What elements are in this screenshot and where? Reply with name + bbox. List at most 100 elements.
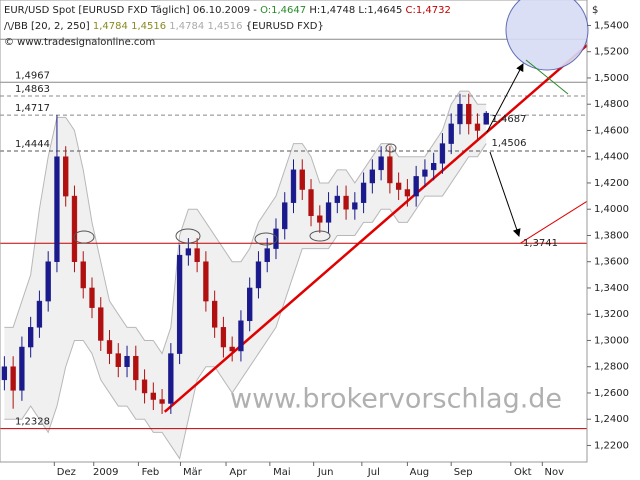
highlight-circle: [505, 0, 589, 71]
watermark: www.brokervorschlag.de: [230, 384, 562, 415]
level-label: 1,4863: [15, 84, 50, 95]
candle-body: [474, 123, 481, 131]
trendline: [520, 200, 588, 244]
y-tick-label: 1,2400: [594, 414, 629, 425]
x-tick-label: Apr: [229, 467, 247, 478]
y-tick-label: 1,5200: [594, 47, 629, 58]
candle-body: [360, 182, 367, 203]
candle-body: [483, 112, 489, 125]
plot-area: 1,4967 1,4863 1,4717 1,4444 1,2328 1,4687 1,45…: [0, 38, 588, 460]
candle-body: [168, 353, 174, 404]
candle-body: [343, 195, 349, 210]
x-tick-label: Dez: [57, 467, 76, 478]
candle-body: [89, 287, 95, 308]
candle-body: [185, 248, 192, 256]
marker-ellipse: [254, 232, 278, 246]
arrow: [486, 63, 524, 133]
candle-body: [45, 261, 51, 302]
candle-body: [159, 399, 165, 404]
candle-body: [203, 261, 209, 302]
candle-body: [325, 202, 332, 223]
green-line: [525, 59, 569, 95]
y-tick-label: 1,5400: [594, 20, 629, 31]
candle-body: [422, 169, 428, 177]
header-close: C:1,4732: [406, 5, 451, 16]
y-tick-label: 1,3000: [594, 335, 629, 346]
candle-body: [378, 156, 384, 171]
candle-body: [255, 261, 262, 289]
level-label: 1,4717: [15, 103, 50, 114]
candle-body: [63, 156, 69, 197]
currency-label: $: [592, 5, 598, 16]
candle-body: [466, 103, 472, 125]
marker-ellipse: [175, 228, 201, 244]
candle-body: [308, 189, 314, 217]
candle-body: [133, 355, 139, 381]
y-tick-label: 1,4000: [594, 204, 629, 215]
candle-body: [317, 215, 323, 223]
candle-body: [36, 300, 43, 328]
x-tick-label: Nov: [545, 467, 565, 478]
candle-body: [282, 202, 288, 230]
candle-body: [71, 195, 78, 262]
y-tick-label: 1,4200: [594, 178, 629, 189]
x-tick-label: Jul: [367, 467, 380, 478]
candle-body: [106, 340, 113, 354]
y-tick-label: 1,4800: [594, 99, 629, 110]
candle-body: [352, 202, 358, 210]
header-value: 1,4516: [207, 21, 242, 32]
level-label: 1,4967: [15, 70, 50, 81]
level-label: 1,2328: [15, 417, 50, 428]
y-tick-label: 1,3800: [594, 230, 629, 241]
candle-body: [369, 169, 376, 184]
candle-body: [211, 300, 218, 328]
header-text: /\/BB [20, 2, 250]: [4, 21, 90, 32]
price-annotation: 1,4506: [492, 138, 527, 149]
level-label: 1,4444: [15, 139, 50, 150]
candle-body: [28, 327, 34, 348]
y-tick-label: 1,4600: [594, 125, 629, 136]
y-tick-label: 1,2800: [594, 362, 629, 373]
header-value: 1,4516: [131, 21, 166, 32]
y-tick-label: 1,5000: [594, 73, 629, 84]
x-tick-label: Mai: [273, 467, 291, 478]
header-text: {EURUSD FXD}: [246, 21, 324, 32]
candle-body: [264, 248, 270, 262]
y-tick-label: 1,4400: [594, 152, 629, 163]
price-annotation: 1,4687: [492, 114, 527, 125]
band-line: [4, 90, 487, 355]
candle-body: [10, 366, 16, 391]
candle-body: [404, 189, 411, 197]
header-value: 1,4784: [93, 21, 128, 32]
marker-ellipse: [309, 230, 331, 242]
trendline: [163, 44, 588, 413]
x-tick-label: Aug: [410, 467, 430, 478]
x-tick-label: 2009: [93, 467, 118, 478]
header-value: 1,4784: [169, 21, 204, 32]
candle-body: [220, 327, 227, 348]
candle-body: [80, 261, 86, 289]
x-tick-label: Feb: [142, 467, 160, 478]
marker-ellipse: [73, 230, 95, 244]
y-tick-label: 1,3400: [594, 283, 629, 294]
header-open: O:1,4647: [260, 5, 306, 16]
candle-body: [194, 248, 200, 262]
candle-body: [176, 254, 183, 354]
header-line: EUR/USD Spot [EURUSD FXD Täglich] 06.10.…: [4, 5, 451, 16]
candle-body: [247, 287, 253, 322]
candle-body: [413, 176, 419, 197]
x-tick-label: Okt: [514, 467, 532, 478]
candle-body: [115, 353, 121, 367]
band-line: [4, 143, 487, 460]
y-tick-label: 1,2200: [594, 440, 629, 451]
candle-body: [19, 346, 25, 391]
x-tick-label: Jun: [317, 467, 334, 478]
candle-body: [457, 103, 463, 125]
y-tick-label: 1,3600: [594, 257, 629, 268]
arrow: [489, 151, 521, 237]
candle-body: [238, 320, 244, 352]
x-tick-label: Mär: [183, 467, 203, 478]
candle-body: [290, 169, 297, 203]
header-line: /\/BB [20, 2, 250] 1,4784 1,4516 1,4784 …: [4, 21, 324, 32]
